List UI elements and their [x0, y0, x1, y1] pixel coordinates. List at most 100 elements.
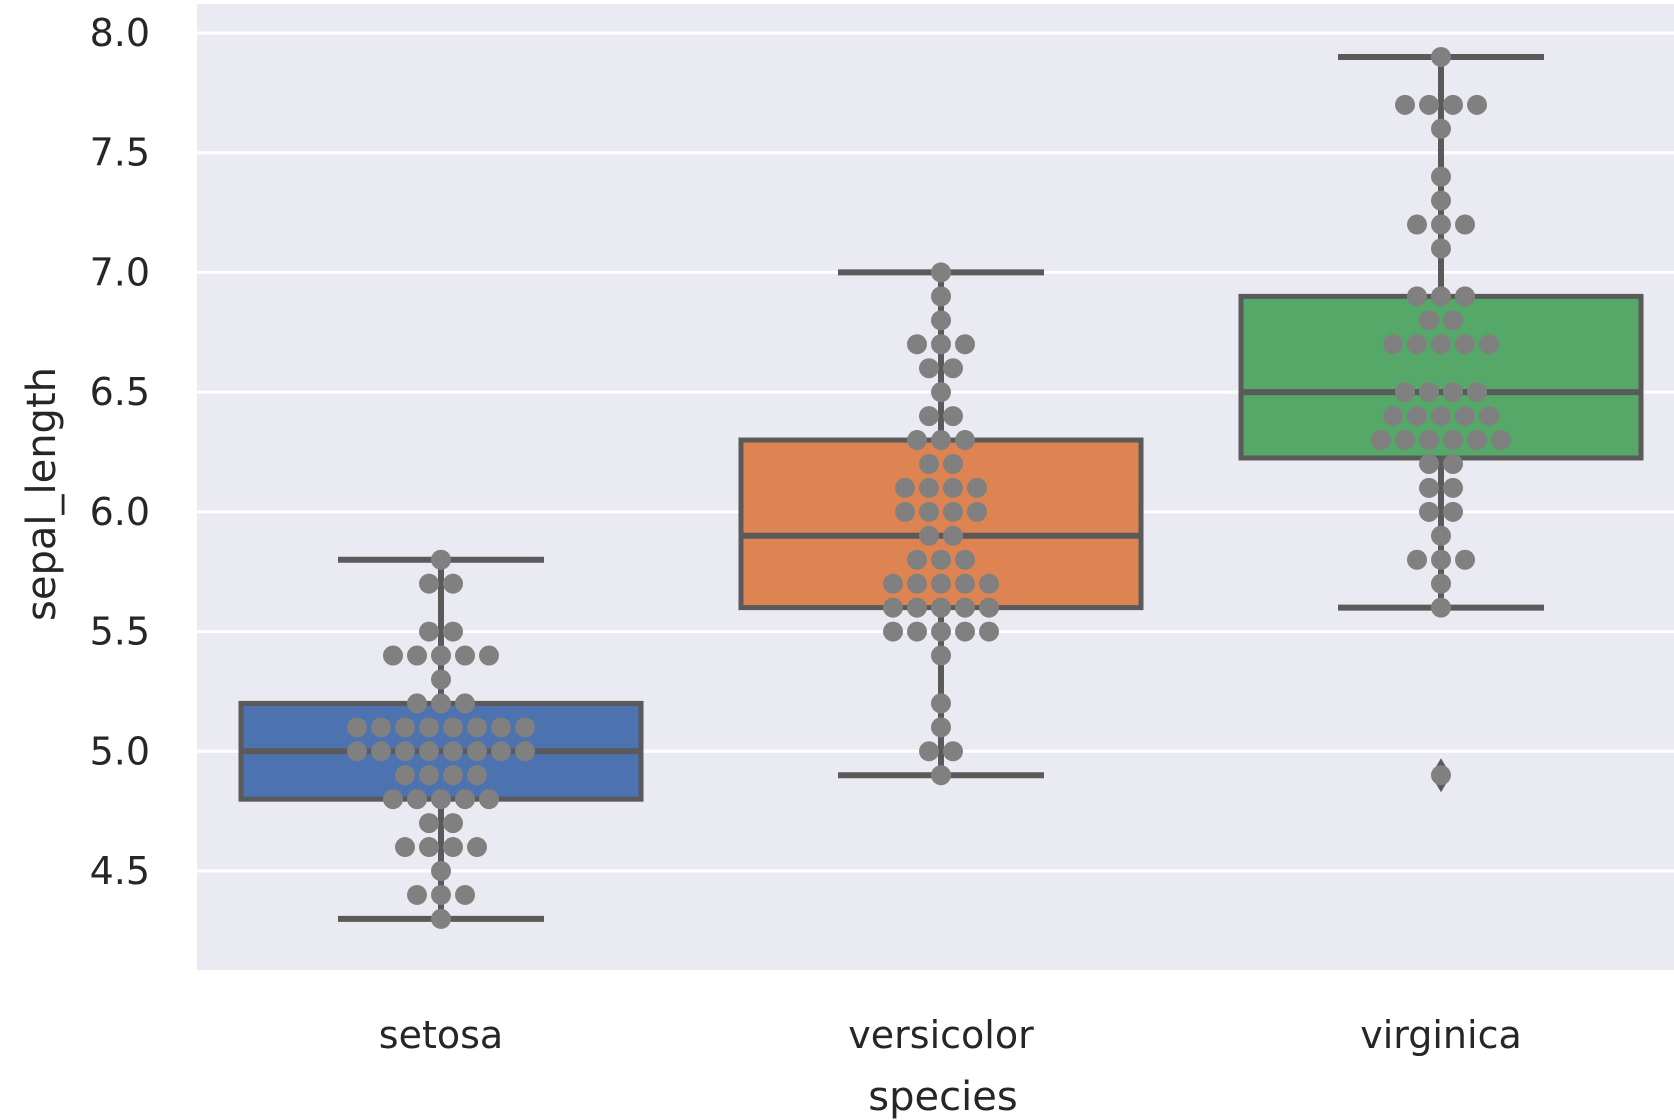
swarm-point: [1407, 286, 1427, 307]
swarm-point: [1383, 406, 1403, 427]
y-tick-label: 6.5: [90, 370, 150, 414]
swarm-point: [1395, 430, 1415, 451]
swarm-point: [1431, 166, 1451, 187]
swarm-point: [955, 573, 975, 594]
swarm-point: [1455, 406, 1475, 427]
swarm-point: [395, 837, 415, 858]
swarm-point: [383, 789, 403, 810]
swarm-point: [431, 908, 451, 929]
y-tick-label: 8.0: [90, 11, 150, 55]
swarm-point: [1431, 286, 1451, 307]
y-tick-label: 5.5: [90, 610, 150, 654]
swarm-point: [479, 789, 499, 810]
swarm-point: [407, 789, 427, 810]
swarm-point: [1431, 190, 1451, 211]
swarm-point: [395, 765, 415, 786]
swarm-point: [1395, 382, 1415, 403]
box-iqr: [1238, 293, 1644, 461]
swarm-point: [895, 477, 915, 498]
swarm-point: [1455, 334, 1475, 355]
swarm-point: [515, 741, 535, 762]
swarm-point: [467, 717, 487, 738]
swarm-point: [1419, 430, 1439, 451]
swarm-point: [943, 358, 963, 379]
swarm-point: [1431, 765, 1451, 786]
y-tick-label: 4.5: [90, 849, 150, 893]
swarm-point: [1431, 525, 1451, 546]
swarm-point: [1419, 382, 1439, 403]
swarm-point: [1431, 118, 1451, 139]
y-tick-label: 6.0: [90, 490, 150, 534]
swarm-point: [1419, 501, 1439, 522]
swarm-point: [443, 741, 463, 762]
swarm-point: [931, 334, 951, 355]
swarm-point: [931, 286, 951, 307]
swarm-point: [883, 621, 903, 642]
y-tick-label: 7.5: [90, 131, 150, 175]
swarm-point: [479, 645, 499, 666]
swarm-point: [455, 884, 475, 905]
swarm-point: [419, 741, 439, 762]
swarm-point: [1431, 549, 1451, 570]
swarm-point: [907, 597, 927, 618]
swarm-point: [883, 597, 903, 618]
swarm-point: [1443, 430, 1463, 451]
swarm-point: [919, 477, 939, 498]
swarm-point: [931, 382, 951, 403]
swarm-point: [1419, 477, 1439, 498]
swarm-point: [1443, 382, 1463, 403]
swarm-point: [443, 621, 463, 642]
swarm-point: [1419, 310, 1439, 331]
swarm-point: [455, 789, 475, 810]
swarm-point: [919, 525, 939, 546]
swarm-point: [407, 645, 427, 666]
swarm-point: [1455, 549, 1475, 570]
x-tick-label: virginica: [1360, 1013, 1522, 1057]
swarm-point: [907, 573, 927, 594]
swarm-point: [931, 621, 951, 642]
swarm-point: [443, 765, 463, 786]
swarm-point: [1419, 453, 1439, 474]
swarm-point: [371, 741, 391, 762]
swarm-point: [407, 693, 427, 714]
swarm-point: [419, 573, 439, 594]
swarm-point: [931, 765, 951, 786]
swarm-point: [431, 669, 451, 690]
swarm-point: [931, 573, 951, 594]
swarm-point: [455, 645, 475, 666]
swarm-point: [431, 693, 451, 714]
swarm-point: [467, 765, 487, 786]
swarm-point: [943, 406, 963, 427]
swarm-point: [979, 597, 999, 618]
swarm-point: [1395, 94, 1415, 115]
y-tick-label: 5.0: [90, 729, 150, 773]
swarm-point: [347, 717, 367, 738]
swarm-point: [1431, 238, 1451, 259]
swarm-point: [955, 549, 975, 570]
swarm-point: [1431, 214, 1451, 235]
swarm-point: [1443, 94, 1463, 115]
y-tick-label: 7.0: [90, 250, 150, 294]
y-tick-labels: 4.5 5.0 5.5 6.0 6.5 7.0 7.5 8.0: [90, 11, 150, 893]
swarm-point: [1383, 334, 1403, 355]
swarm-point: [1479, 406, 1499, 427]
swarm-point: [1431, 46, 1451, 67]
swarm-point: [419, 813, 439, 834]
x-axis-title: species: [868, 1074, 1017, 1120]
swarm-point: [1467, 382, 1487, 403]
swarm-point: [919, 741, 939, 762]
swarm-point: [919, 406, 939, 427]
swarm-point: [443, 813, 463, 834]
swarm-point: [431, 861, 451, 881]
swarm-point: [907, 334, 927, 355]
swarm-points: [347, 46, 1511, 929]
swarm-point: [467, 741, 487, 762]
swarm-point: [419, 717, 439, 738]
swarm-point: [491, 717, 511, 738]
swarm-point: [943, 501, 963, 522]
swarm-point: [1431, 406, 1451, 427]
swarm-point: [1407, 334, 1427, 355]
swarm-point: [1443, 310, 1463, 331]
swarm-point: [967, 477, 987, 498]
